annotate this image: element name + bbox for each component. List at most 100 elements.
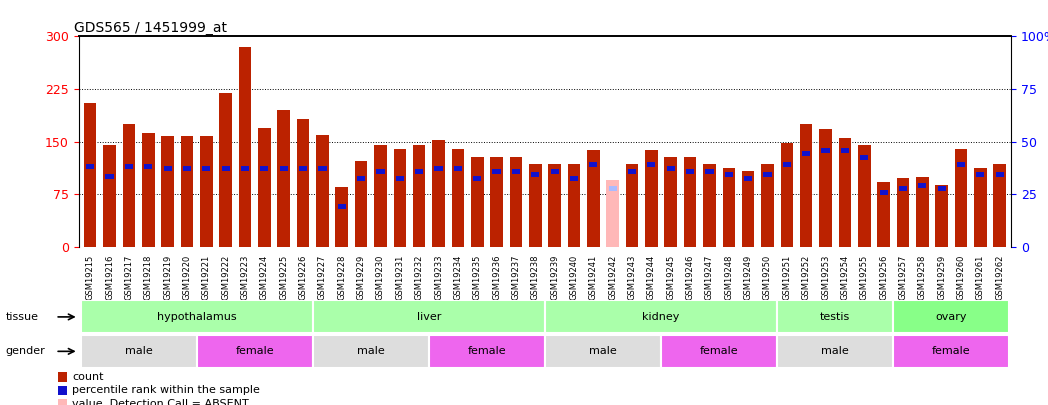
Bar — [511, 169, 520, 174]
Bar — [86, 164, 94, 169]
Bar — [893, 301, 1009, 333]
Bar — [705, 169, 714, 174]
Bar — [335, 188, 348, 247]
Bar — [858, 145, 871, 247]
Bar — [628, 169, 636, 174]
Text: tissue: tissue — [5, 312, 38, 322]
Bar — [435, 166, 442, 171]
Bar — [337, 204, 346, 209]
Bar — [297, 119, 309, 247]
Bar — [239, 47, 252, 247]
Bar — [141, 132, 154, 247]
Bar — [957, 162, 965, 167]
Bar — [783, 162, 791, 167]
Bar — [609, 186, 617, 191]
Text: kidney: kidney — [642, 312, 680, 322]
Bar — [893, 335, 1009, 368]
Bar — [145, 164, 152, 169]
Bar — [531, 172, 540, 177]
Text: female: female — [467, 346, 506, 356]
Bar — [548, 164, 561, 247]
Bar — [822, 148, 830, 153]
Bar — [529, 164, 542, 247]
Bar — [761, 164, 773, 247]
Bar — [860, 155, 869, 160]
Bar — [936, 185, 948, 247]
Bar — [58, 386, 67, 395]
Bar — [197, 335, 312, 368]
Bar — [84, 103, 96, 247]
Bar — [241, 166, 249, 171]
Bar — [58, 373, 67, 382]
Text: male: male — [589, 346, 617, 356]
Bar — [955, 149, 967, 247]
Bar — [879, 190, 888, 195]
Bar — [161, 136, 174, 247]
Text: testis: testis — [821, 312, 850, 322]
Bar — [280, 166, 288, 171]
Bar — [452, 149, 464, 247]
Bar — [838, 138, 851, 247]
Bar — [840, 148, 849, 153]
Bar — [607, 180, 619, 247]
Bar — [918, 183, 926, 188]
Bar — [376, 169, 385, 174]
Text: value, Detection Call = ABSENT: value, Detection Call = ABSENT — [72, 399, 249, 405]
Bar — [722, 168, 735, 247]
Text: gender: gender — [5, 346, 45, 356]
Bar — [260, 166, 268, 171]
Bar — [180, 136, 193, 247]
Bar — [183, 166, 191, 171]
Bar — [123, 124, 135, 247]
Bar — [667, 166, 675, 171]
Bar — [916, 177, 929, 247]
Bar — [626, 164, 638, 247]
Bar — [493, 169, 501, 174]
Bar — [725, 172, 733, 177]
Bar — [104, 145, 116, 247]
Bar — [81, 301, 312, 333]
Bar — [703, 164, 716, 247]
Bar — [974, 168, 986, 247]
Text: count: count — [72, 372, 104, 382]
Bar — [778, 335, 893, 368]
Text: percentile rank within the sample: percentile rank within the sample — [72, 386, 260, 395]
Bar — [545, 301, 778, 333]
Text: female: female — [700, 346, 739, 356]
Bar — [396, 176, 403, 181]
Bar — [661, 335, 778, 368]
Bar — [664, 157, 677, 247]
Bar — [545, 335, 661, 368]
Bar — [374, 145, 387, 247]
Bar — [221, 166, 230, 171]
Text: male: male — [822, 346, 849, 356]
Bar — [781, 143, 793, 247]
Bar — [432, 141, 444, 247]
Bar — [394, 149, 407, 247]
Bar — [550, 169, 559, 174]
Bar — [473, 176, 481, 181]
Bar — [899, 186, 907, 191]
Bar — [106, 175, 113, 179]
Bar — [81, 335, 197, 368]
Text: male: male — [357, 346, 385, 356]
Text: male: male — [125, 346, 152, 356]
Bar — [125, 164, 133, 169]
Bar — [778, 301, 893, 333]
Bar — [429, 335, 545, 368]
Bar — [977, 172, 984, 177]
Bar — [570, 176, 578, 181]
Bar — [258, 128, 270, 247]
Bar — [357, 176, 365, 181]
Bar — [877, 182, 890, 247]
Bar — [994, 164, 1006, 247]
Text: female: female — [932, 346, 970, 356]
Bar — [319, 166, 327, 171]
Bar — [648, 162, 655, 167]
Bar — [200, 136, 213, 247]
Bar — [299, 166, 307, 171]
Bar — [58, 399, 67, 405]
Bar — [278, 110, 290, 247]
Bar — [316, 135, 329, 247]
Bar — [589, 162, 597, 167]
